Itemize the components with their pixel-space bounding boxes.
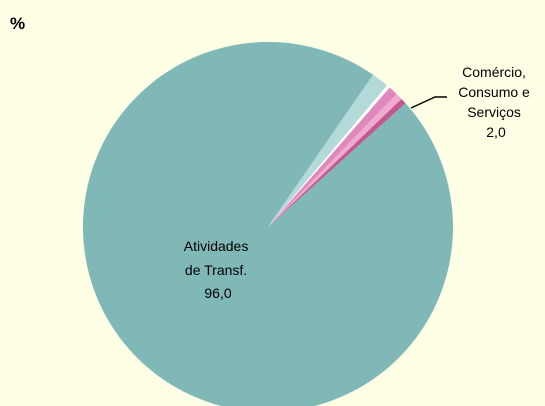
main-slice-label: Atividades de Transf. 96,0 (184, 238, 252, 301)
pie-slice-0 (83, 41, 453, 406)
callout-label: Comércio, Consumo e Serviços 2,0 (458, 64, 533, 140)
callout-line-3: Serviços (467, 104, 521, 120)
pie-slices (83, 41, 453, 406)
callout-leader-line (410, 96, 447, 109)
pie-slice-5 (268, 98, 406, 227)
main-label-value: 96,0 (204, 285, 231, 301)
pie-slice-4 (268, 93, 402, 228)
callout-line-2: Consumo e (458, 84, 530, 100)
pie-slice-3 (268, 87, 397, 227)
callout-line-1: Comércio, (462, 64, 526, 80)
main-label-line-1: Atividades (184, 238, 249, 254)
pie-slice-1 (268, 74, 388, 227)
main-label-line-2: de Transf. (185, 262, 247, 278)
pie-slice-2 (268, 85, 390, 228)
unit-label: % (10, 14, 26, 33)
callout-value: 2,0 (486, 124, 506, 140)
